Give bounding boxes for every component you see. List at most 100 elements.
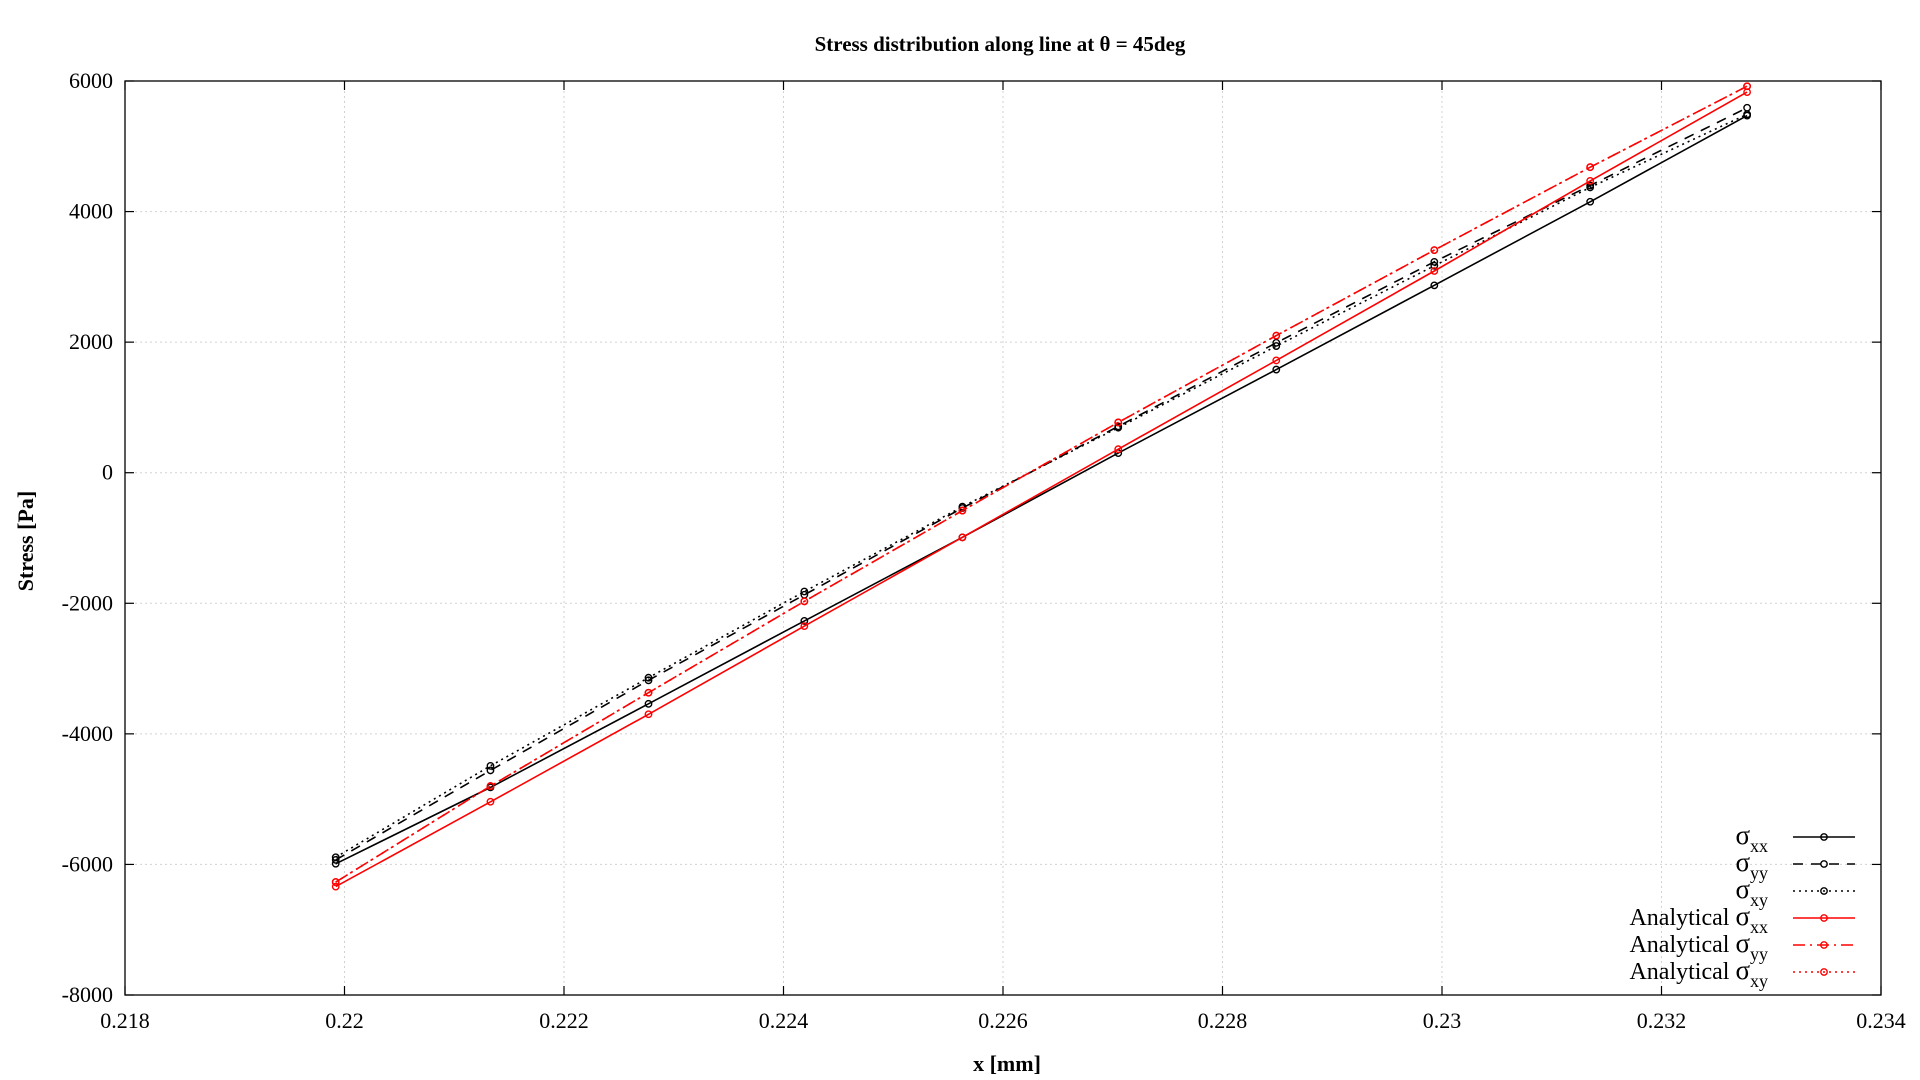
legend-symbol: σ	[1735, 874, 1750, 904]
x-tick-label: 0.232	[1637, 1008, 1687, 1033]
series-line-sigma-xx	[335, 114, 1748, 865]
legend-label: σyy	[1735, 847, 1768, 883]
data-point	[800, 597, 809, 606]
data-point	[1586, 197, 1595, 206]
data-point	[644, 673, 653, 682]
series-line-sigma-yy	[335, 107, 1748, 861]
x-axis-label: x [mm]	[973, 1051, 1041, 1076]
series-layer	[331, 82, 1752, 891]
legend-symbol: σ	[1735, 847, 1750, 877]
data-point	[800, 617, 809, 625]
x-tick-label: 0.23	[1423, 1008, 1462, 1033]
x-tick-label: 0.226	[978, 1008, 1028, 1033]
x-tick-label: 0.234	[1856, 1008, 1906, 1033]
data-point	[1272, 365, 1281, 374]
legend-marker	[1820, 914, 1828, 922]
legend-prefix: Analytical	[1629, 905, 1735, 931]
y-tick-label: -4000	[62, 721, 113, 746]
legend-marker	[1820, 887, 1828, 895]
y-tick-label: 6000	[69, 68, 113, 93]
legend-symbol: σ	[1735, 955, 1750, 985]
y-tick-label: 4000	[69, 199, 113, 224]
series-sigma-yy	[331, 103, 1752, 864]
legend-label: σxy	[1735, 874, 1768, 910]
data-point	[1743, 103, 1752, 112]
y-tick-label: 2000	[69, 329, 113, 354]
series-analytical-sigma-xx	[331, 88, 1752, 891]
grid	[125, 81, 1881, 995]
series-line-analytical-sigma-yy	[335, 85, 1748, 883]
data-point	[1114, 445, 1123, 454]
series-analytical-sigma-xy	[331, 82, 1752, 886]
legend-subscript: yy	[1750, 863, 1768, 883]
data-point	[331, 853, 340, 862]
data-point	[1430, 246, 1439, 254]
legend-prefix: Analytical	[1629, 959, 1735, 985]
legend-symbol: σ	[1735, 901, 1750, 931]
data-point	[1430, 281, 1439, 290]
data-point	[486, 782, 495, 790]
x-tick-label: 0.222	[539, 1008, 589, 1033]
data-point	[1430, 261, 1439, 270]
data-point	[1272, 342, 1281, 350]
y-tick-label: -8000	[62, 982, 113, 1007]
data-point	[1743, 110, 1752, 119]
ticks: 0.218 0.22 0.222 0.224 0.226 0.228 0.23 0.232 0.…	[62, 68, 1906, 1033]
data-point	[1586, 176, 1595, 185]
data-point	[644, 688, 653, 697]
legend-marker	[1820, 833, 1828, 841]
data-point	[800, 587, 809, 596]
legend-marker	[1820, 968, 1828, 976]
legend-label: Analytical σxy	[1629, 955, 1768, 991]
legend-item-sigma-yy: σyy	[1735, 847, 1855, 883]
y-tick-label: -2000	[62, 590, 113, 615]
y-tick-label: 0	[102, 460, 113, 485]
legend-prefix: Analytical	[1629, 932, 1735, 958]
legend-symbol: σ	[1735, 928, 1750, 958]
data-point	[1586, 163, 1595, 172]
data-point	[1272, 331, 1281, 340]
x-tick-label: 0.22	[325, 1008, 364, 1033]
series-analytical-sigma-yy	[331, 82, 1752, 886]
data-point	[1430, 267, 1439, 275]
data-point	[644, 710, 653, 719]
legend-subscript: yy	[1750, 944, 1768, 964]
legend-label: Analytical σxx	[1629, 901, 1768, 937]
legend-subscript: xy	[1750, 890, 1768, 910]
legend-item-sigma-xx: σxx	[1735, 820, 1855, 856]
legend-subscript: xy	[1750, 971, 1768, 991]
data-point	[486, 761, 495, 770]
series-sigma-xy	[331, 110, 1752, 862]
data-point	[958, 506, 967, 515]
legend-label: σxx	[1735, 820, 1768, 856]
legend-marker	[1820, 941, 1828, 949]
legend-item-analytical-sigma-xy: Analytical σxy	[1629, 955, 1855, 991]
legend-marker	[1820, 860, 1828, 868]
x-tick-label: 0.224	[759, 1008, 809, 1033]
series-line-analytical-sigma-xx	[335, 91, 1748, 888]
legend-symbol: σ	[1735, 820, 1750, 850]
y-tick-label: -6000	[62, 851, 113, 876]
chart-title: Stress distribution along line at θ = 45…	[815, 32, 1186, 56]
data-point	[331, 882, 340, 891]
x-tick-label: 0.228	[1198, 1008, 1248, 1033]
data-point	[644, 699, 653, 708]
legend-subscript: xx	[1750, 917, 1768, 937]
series-line-sigma-xy	[335, 113, 1748, 858]
x-tick-label: 0.218	[100, 1008, 150, 1033]
legend-subscript: xx	[1750, 836, 1768, 856]
data-point	[486, 797, 495, 806]
legend-item-sigma-xy: σxy	[1735, 874, 1855, 910]
data-point	[486, 766, 495, 775]
data-point	[800, 622, 809, 631]
data-point	[1743, 82, 1752, 91]
y-axis-label: Stress [Pa]	[13, 491, 38, 591]
legend-item-analytical-sigma-xx: Analytical σxx	[1629, 901, 1855, 937]
data-point	[1114, 423, 1123, 432]
data-point	[1272, 356, 1281, 365]
legend-label: Analytical σyy	[1629, 928, 1768, 964]
data-point	[958, 533, 967, 542]
